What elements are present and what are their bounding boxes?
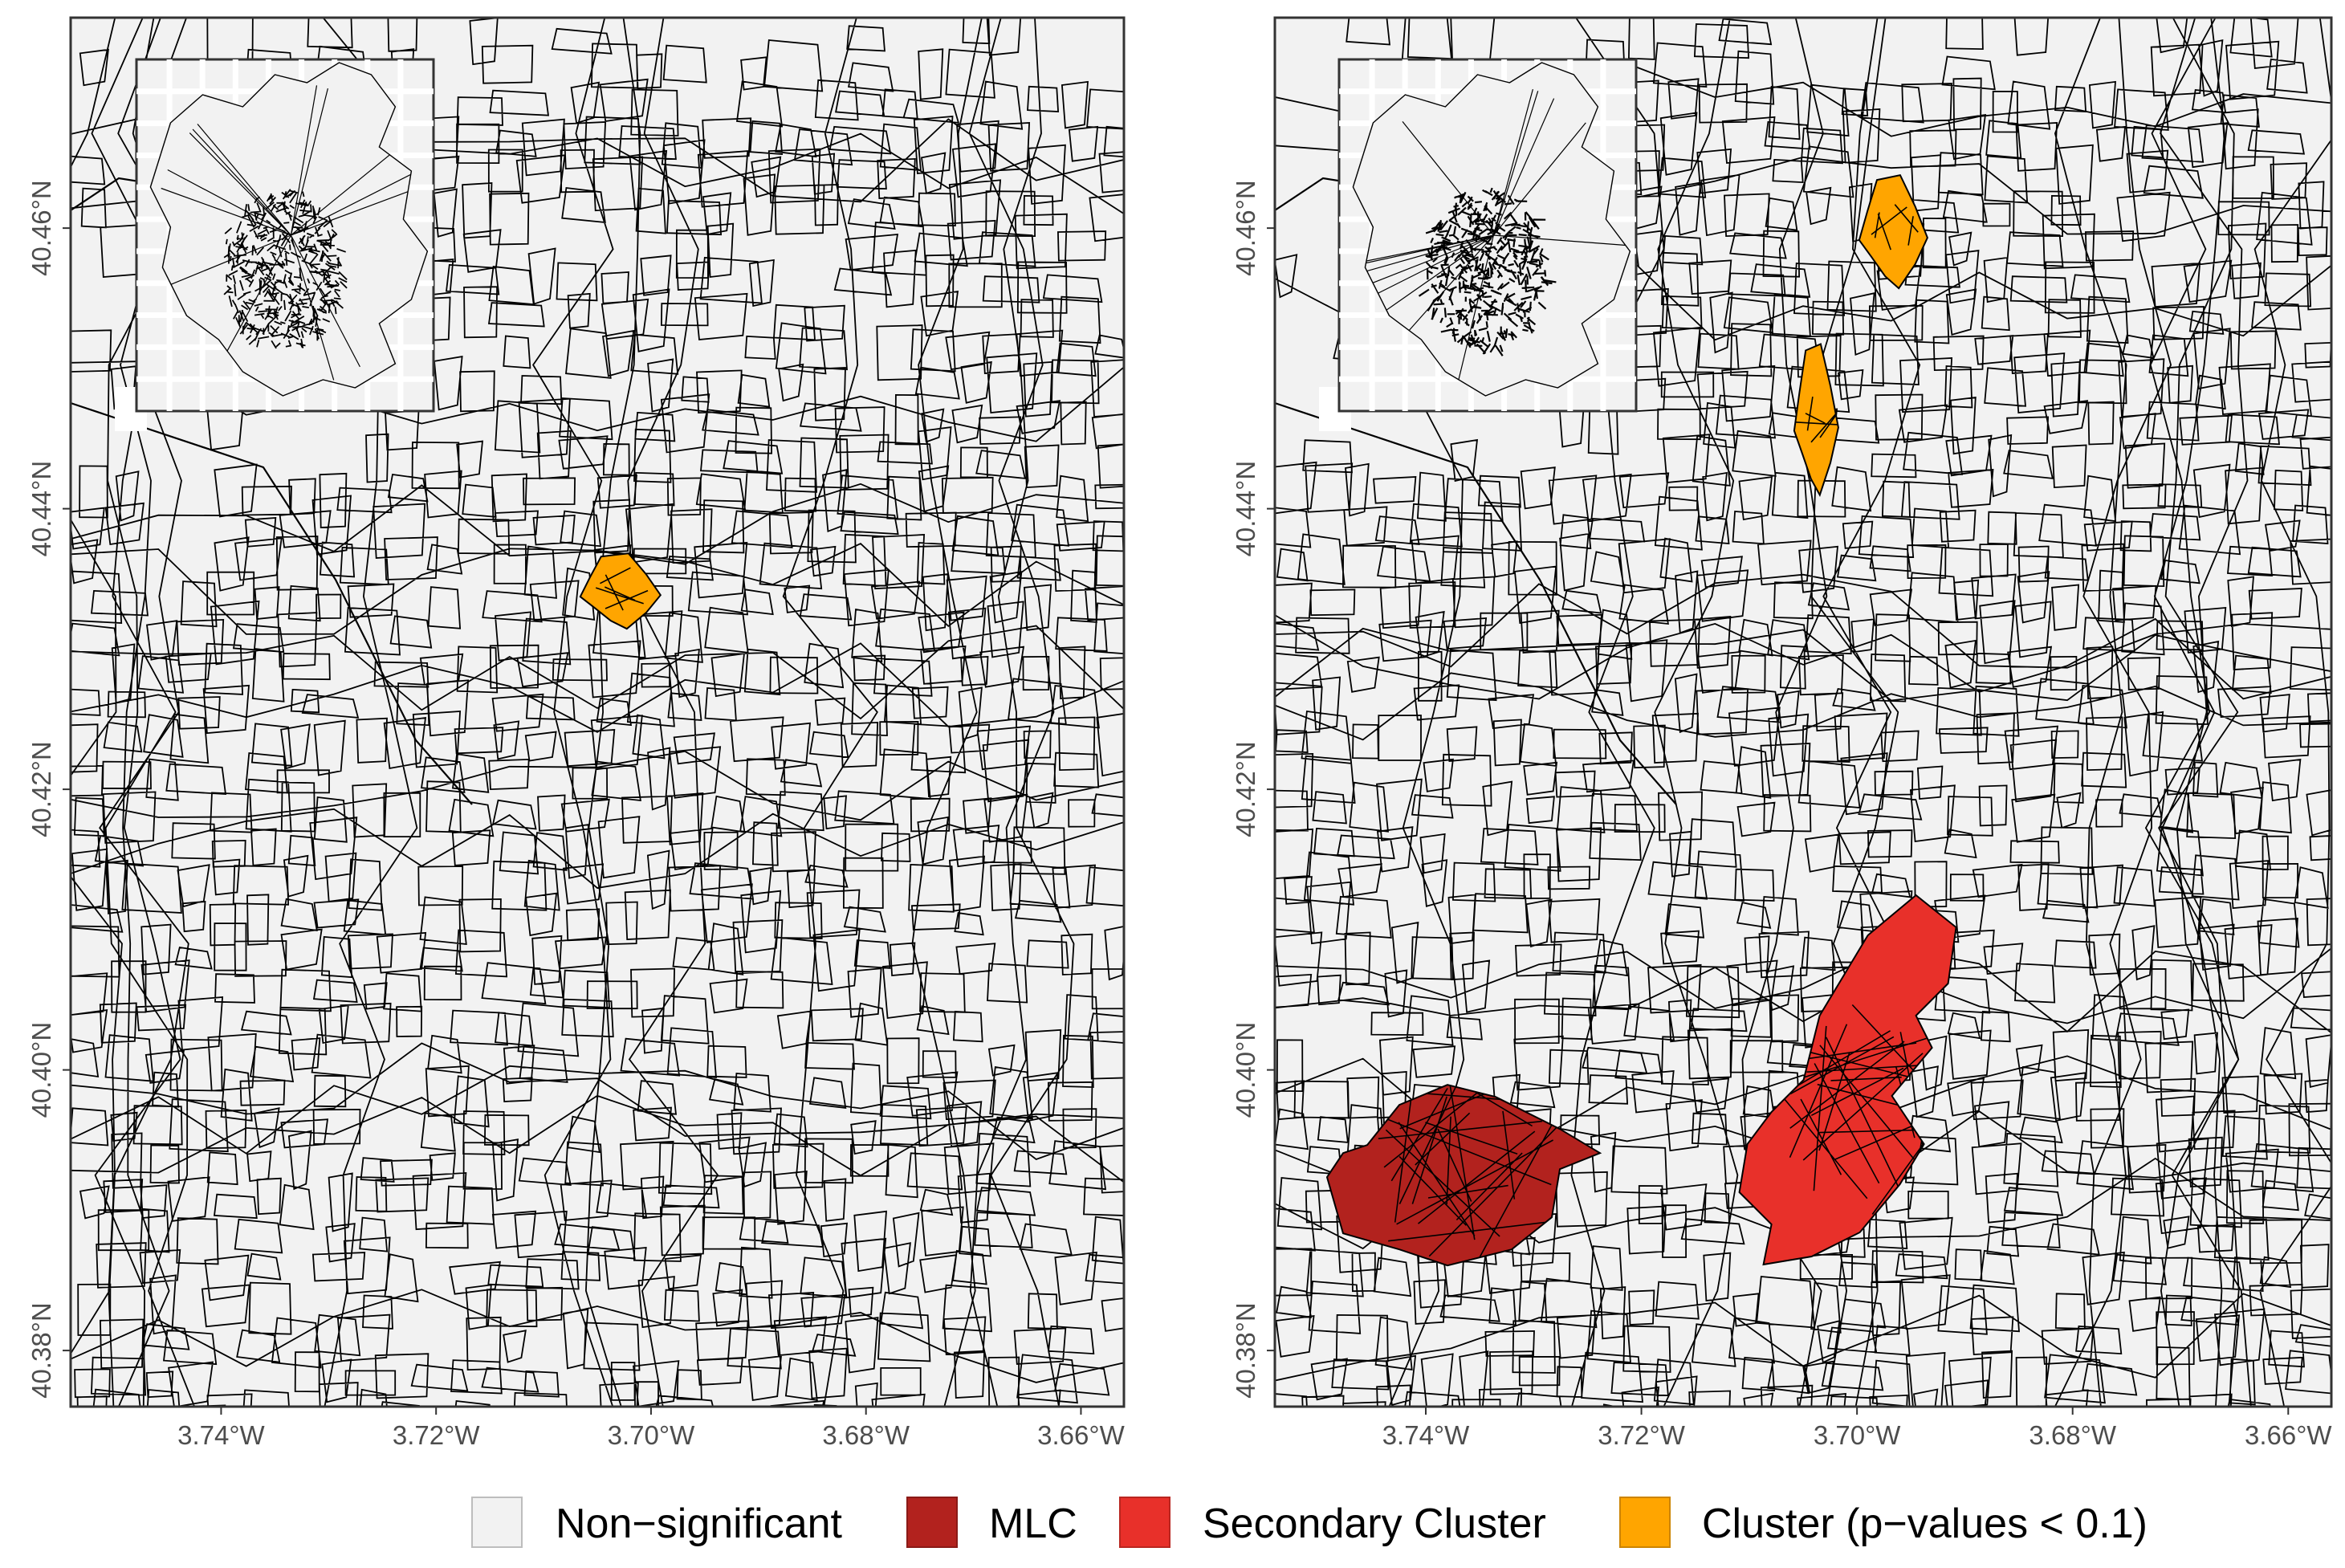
legend-swatch-cluster [1619, 1497, 1671, 1548]
x-tick-label: 3.74°W [177, 1420, 265, 1450]
map-panel-right: 3.74°W 3.72°W 3.70°W 3.68°W 3.66°W 40.38°N40… [1231, 16, 2333, 1450]
y-tick-label: 40.40°N [26, 1022, 56, 1118]
cluster-inner-boundaries [595, 567, 649, 611]
legend-label-nonsig: Non−significant [556, 1501, 843, 1547]
inset-urban-core [1418, 187, 1557, 356]
y-tick-label: 40.38°N [1231, 1302, 1260, 1399]
x-tick-label: 3.68°W [822, 1420, 910, 1450]
cluster-inner-boundaries [1871, 204, 1919, 250]
cluster-inner-boundaries [1777, 1004, 1956, 1215]
y-tick-label: 40.46°N [1231, 180, 1260, 276]
panel-frame-right [1273, 16, 2333, 1408]
cluster-inner-boundaries [1378, 1085, 1560, 1266]
inset-map-left [115, 58, 435, 431]
legend-label-mlc: MLC [989, 1501, 1077, 1547]
cluster-cluster_p01 [579, 552, 662, 630]
legend-label-secondary: Secondary Cluster [1203, 1501, 1546, 1547]
cluster-cluster_p01 [1858, 173, 1928, 290]
y-tick-label: 40.46°N [26, 180, 56, 276]
legend: Non−significant MLC Secondary Cluster Cl… [471, 1497, 2148, 1548]
x-tick-label: 3.66°W [1037, 1420, 1125, 1450]
panel-frame-left [69, 16, 1126, 1408]
y-tick-label: 40.44°N [26, 461, 56, 557]
inset-map-right [1319, 58, 1638, 431]
x-tick-label: 3.74°W [1382, 1420, 1470, 1450]
cluster-inner-boundaries [1793, 396, 1838, 443]
x-tick-label: 3.68°W [2029, 1420, 2116, 1450]
y-axis-left: 40.38°N 40.40°N 40.42°N 40.44°N 40.46°N [26, 180, 71, 1399]
x-axis-left: 3.74°W 3.72°W 3.70°W 3.68°W 3.66°W [177, 1407, 1126, 1450]
legend-swatch-nonsig [471, 1497, 523, 1548]
clusters-left [579, 552, 662, 630]
inset-urban-core [223, 189, 348, 349]
y-tick-label: 40.44°N [1231, 461, 1260, 557]
map-panel-left: 3.74°W 3.72°W 3.70°W 3.68°W 3.66°W 40.38°N40… [26, 16, 1126, 1450]
x-tick-label: 3.72°W [1598, 1420, 1685, 1450]
legend-label-cluster: Cluster (p−values < 0.1) [1702, 1501, 2148, 1547]
legend-swatch-mlc [906, 1497, 958, 1548]
legend-swatch-secondary [1119, 1497, 1170, 1548]
y-tick-label: 40.42°N [26, 741, 56, 837]
tract-network [1275, 18, 2331, 1407]
y-axis-right: 40.38°N 40.40°N 40.42°N 40.44°N 40.46°N [1231, 180, 1275, 1399]
y-tick-label: 40.38°N [26, 1302, 56, 1399]
x-tick-label: 3.70°W [608, 1420, 695, 1450]
x-tick-label: 3.72°W [393, 1420, 480, 1450]
river-outline [71, 401, 473, 805]
y-tick-label: 40.42°N [1231, 741, 1260, 837]
x-tick-label: 3.66°W [2245, 1420, 2332, 1450]
x-tick-label: 3.70°W [1814, 1420, 1901, 1450]
inset-city-outline [149, 62, 429, 397]
y-tick-label: 40.40°N [1231, 1022, 1260, 1118]
river-outline [1275, 401, 1677, 805]
x-axis-right: 3.74°W 3.72°W 3.70°W 3.68°W 3.66°W [1382, 1407, 2332, 1450]
clusters-right [1325, 173, 1957, 1267]
